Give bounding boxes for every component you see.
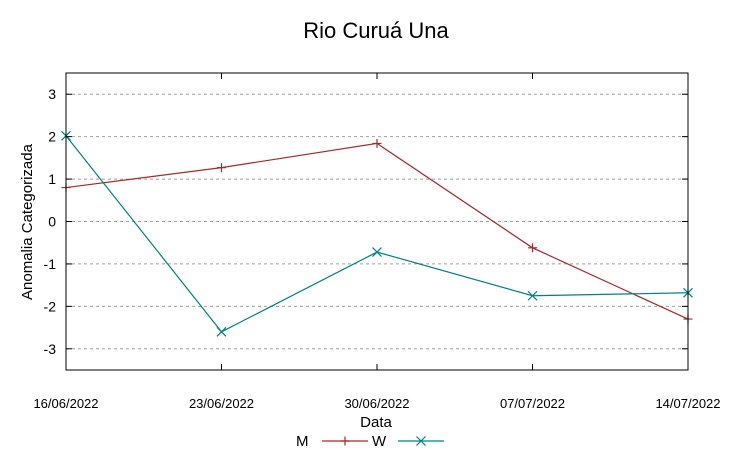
legend-label-w: W: [372, 433, 387, 450]
series-layer: [61, 130, 693, 337]
axes: -3 -2 -1 0 1 2 3 16/06/2022 23/06/2022 30/06/2022…: [33, 73, 721, 411]
x-tick-label: 07/07/2022: [500, 396, 565, 411]
series-line-w: [65, 135, 689, 333]
data-point-m: [372, 138, 382, 148]
data-point-w: [372, 247, 382, 257]
y-tick-label: -2: [44, 298, 57, 314]
x-axis-label: Data: [360, 414, 392, 431]
legend-marker-w: [416, 436, 426, 446]
y-tick-label: -1: [44, 256, 57, 272]
y-tick-label: 1: [48, 171, 56, 187]
y-tick-label: 3: [48, 86, 56, 102]
x-tick-label: 23/06/2022: [189, 396, 254, 411]
data-point-m: [217, 163, 226, 173]
data-point-w: [527, 290, 538, 301]
x-tick-label: 30/06/2022: [344, 396, 409, 411]
x-tick-label: 14/07/2022: [655, 396, 720, 411]
legend-label-m: M: [296, 433, 309, 450]
y-axis-label: Anomalia Categorizada: [19, 143, 36, 300]
legend-marker-m: [340, 436, 350, 446]
chart-title: Rio Curuá Una: [303, 18, 449, 43]
data-point-m: [528, 243, 537, 253]
series-line-m: [65, 142, 689, 320]
data-point-w: [216, 326, 227, 337]
x-tick-label: 16/06/2022: [33, 396, 98, 411]
y-tick-label: 0: [48, 214, 56, 230]
grid: [66, 93, 688, 350]
y-tick-label: 2: [48, 129, 56, 145]
y-tick-label: -3: [44, 341, 57, 357]
